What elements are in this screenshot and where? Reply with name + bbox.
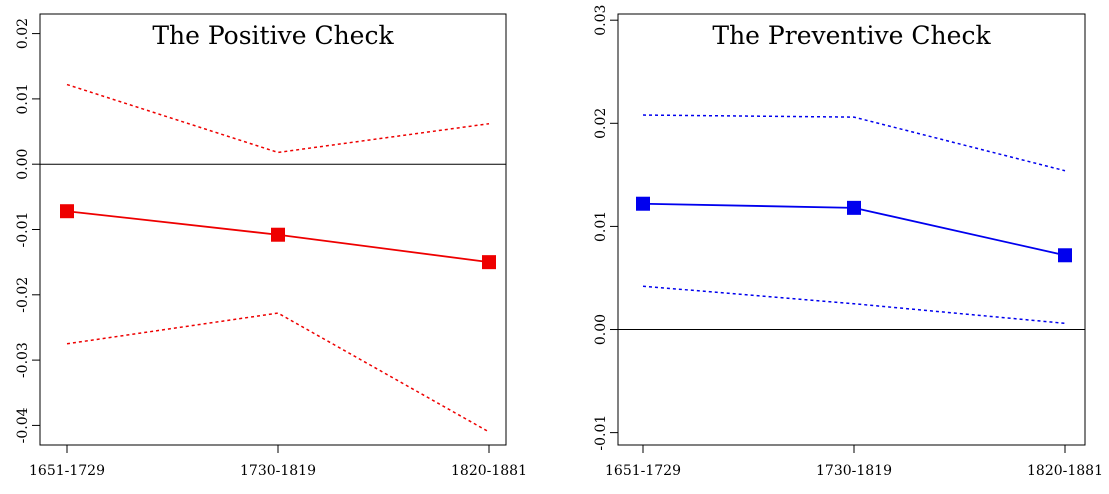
preventive-check-estimate-marker (1058, 248, 1072, 263)
positive-check-x-tick-label: 1730-1819 (240, 463, 316, 479)
positive-check-x-tick-label: 1820-1881 (451, 463, 527, 479)
positive-check-estimate-marker (60, 204, 74, 219)
preventive-check-x-tick-label: 1651-1729 (605, 463, 681, 479)
positive-check-upper-band-line (66, 83, 490, 154)
positive-check-y-tick-label: -0.01 (15, 212, 31, 248)
positive-check-panel: The Positive Check -0.04 -0.03 -0.02 -0.01 0.… (15, 13, 527, 479)
preventive-check-y-tick-label: 0.00 (593, 314, 609, 345)
preventive-check-estimate-marker (847, 200, 861, 215)
preventive-check-x-tick-label: 1820-1881 (1027, 463, 1103, 479)
preventive-check-panel: The Preventive Check -0.01 0.00 0.01 0.02 0.0… (593, 5, 1103, 479)
preventive-check-title: The Preventive Check (712, 21, 991, 50)
preventive-check-upper-band-line (642, 114, 1066, 172)
positive-check-lower-band-line (66, 312, 490, 433)
positive-check-y-tick-label: -0.04 (15, 407, 31, 443)
positive-check-y-tick-label: 0.01 (15, 83, 31, 114)
preventive-check-x-tick-label: 1730-1819 (816, 463, 892, 479)
preventive-check-y-tick-label: 0.03 (593, 5, 609, 36)
preventive-check-lower-band-line (642, 285, 1066, 325)
positive-check-y-tick-label: -0.02 (15, 277, 31, 313)
preventive-check-estimate-marker (636, 196, 650, 211)
positive-check-title: The Positive Check (152, 21, 394, 50)
positive-check-x-tick-label: 1651-1729 (29, 463, 105, 479)
positive-check-y-tick-label: -0.03 (15, 342, 31, 378)
preventive-check-y-tick-label: 0.02 (593, 108, 609, 139)
positive-check-estimate-marker (482, 255, 496, 270)
positive-check-estimate-marker (271, 227, 285, 242)
positive-check-y-tick-label: 0.02 (15, 18, 31, 49)
preventive-check-plot-frame (617, 13, 1086, 446)
preventive-check-y-tick-label: -0.01 (593, 415, 609, 451)
preventive-check-y-tick-label: 0.01 (593, 211, 609, 242)
positive-check-y-tick-label: 0.00 (15, 149, 31, 180)
